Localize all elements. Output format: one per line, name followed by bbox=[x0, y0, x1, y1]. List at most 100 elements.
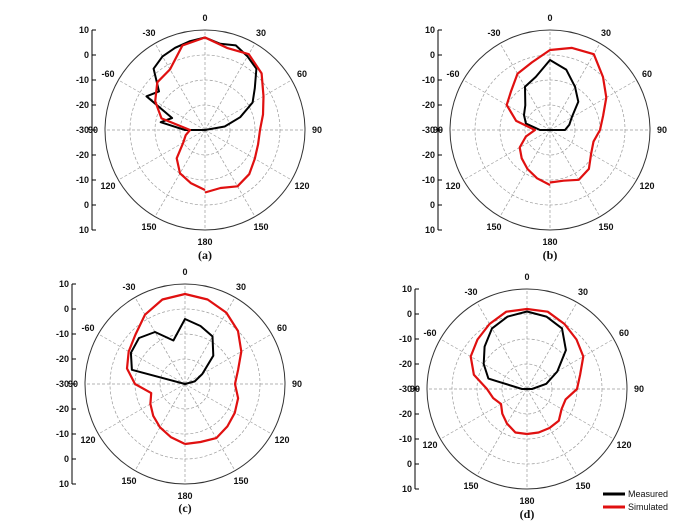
angle-tick-label: -60 bbox=[446, 69, 459, 79]
angle-tick-label: 150 bbox=[463, 481, 478, 491]
polar-panel-1: 030609012015018015012090-60-30100-10-20-… bbox=[76, 13, 322, 262]
series-line-simulated bbox=[125, 292, 243, 446]
angle-tick-label: 90 bbox=[657, 125, 667, 135]
angle-tick-label: -30 bbox=[487, 28, 500, 38]
panel-label: (d) bbox=[520, 507, 535, 521]
grid-spoke bbox=[476, 388, 528, 476]
angle-tick-label: 180 bbox=[519, 496, 534, 506]
grid-spoke bbox=[98, 333, 186, 385]
radial-tick-label: -10 bbox=[76, 75, 89, 85]
radial-tick-label: -10 bbox=[399, 334, 412, 344]
angle-tick-label: 60 bbox=[619, 328, 629, 338]
radial-tick-label: -30 bbox=[76, 125, 89, 135]
grid-spoke bbox=[184, 333, 272, 385]
radial-tick-label: -30 bbox=[56, 379, 69, 389]
angle-tick-label: -30 bbox=[464, 287, 477, 297]
radial-tick-label: 10 bbox=[402, 284, 412, 294]
radial-tick-label: 0 bbox=[64, 454, 69, 464]
radial-tick-label: -10 bbox=[56, 329, 69, 339]
angle-tick-label: 150 bbox=[486, 222, 501, 232]
grid-spoke bbox=[549, 79, 637, 131]
grid-spoke bbox=[499, 129, 551, 217]
grid-spoke bbox=[118, 129, 206, 181]
radial-tick-label: 10 bbox=[425, 25, 435, 35]
grid-spoke bbox=[204, 79, 292, 131]
panel-label: (c) bbox=[178, 501, 191, 515]
grid-spoke bbox=[463, 129, 551, 181]
angle-tick-label: 120 bbox=[274, 435, 289, 445]
angle-tick-label: 90 bbox=[292, 379, 302, 389]
grid-spoke bbox=[526, 388, 578, 476]
angle-tick-label: 120 bbox=[100, 181, 115, 191]
radial-tick-label: 10 bbox=[59, 479, 69, 489]
series-line-measured bbox=[523, 59, 580, 131]
radial-tick-label: -20 bbox=[399, 409, 412, 419]
angle-tick-label: -60 bbox=[81, 323, 94, 333]
angle-tick-label: 150 bbox=[141, 222, 156, 232]
angle-tick-label: 150 bbox=[598, 222, 613, 232]
grid-spoke bbox=[526, 338, 614, 390]
angle-tick-label: 0 bbox=[547, 13, 552, 23]
series-line-simulated bbox=[154, 36, 265, 194]
legend-simulated-label: Simulated bbox=[628, 502, 668, 512]
angle-tick-label: 90 bbox=[634, 384, 644, 394]
angle-tick-label: 180 bbox=[177, 491, 192, 501]
radial-tick-label: -10 bbox=[422, 175, 435, 185]
radial-tick-label: 0 bbox=[84, 200, 89, 210]
angle-tick-label: 150 bbox=[233, 476, 248, 486]
angle-tick-label: 60 bbox=[642, 69, 652, 79]
polar-panel-2: 030609012015018015012090-60-30100-10-20-… bbox=[422, 13, 667, 262]
grid-spoke bbox=[204, 129, 256, 217]
grid-circle bbox=[449, 29, 651, 231]
angle-tick-label: 180 bbox=[542, 237, 557, 247]
radial-tick-label: -20 bbox=[76, 150, 89, 160]
panel-label: (b) bbox=[543, 248, 558, 262]
angle-tick-label: 0 bbox=[182, 267, 187, 277]
radial-tick-label: -20 bbox=[422, 150, 435, 160]
angle-tick-label: 0 bbox=[524, 272, 529, 282]
grid-spoke bbox=[549, 129, 601, 217]
series-line-simulated bbox=[469, 307, 585, 436]
radial-tick-label: 0 bbox=[64, 304, 69, 314]
angle-tick-label: 150 bbox=[121, 476, 136, 486]
radial-tick-label: 10 bbox=[79, 225, 89, 235]
polar-panel-3: 030609012015018015012090-60-30100-10-20-… bbox=[56, 267, 302, 515]
series-line-measured bbox=[482, 310, 567, 390]
radial-tick-label: -20 bbox=[76, 100, 89, 110]
radial-tick-label: -10 bbox=[56, 429, 69, 439]
radial-tick-label: 0 bbox=[430, 200, 435, 210]
angle-tick-label: 120 bbox=[445, 181, 460, 191]
grid-spoke bbox=[184, 383, 272, 435]
grid-spoke bbox=[204, 43, 256, 131]
grid-circle bbox=[426, 288, 628, 490]
radial-tick-label: -20 bbox=[56, 354, 69, 364]
grid-spoke bbox=[476, 302, 528, 390]
radial-tick-label: -20 bbox=[399, 359, 412, 369]
legend: Measured Simulated bbox=[600, 488, 692, 526]
angle-tick-label: -30 bbox=[122, 282, 135, 292]
radial-tick-label: -10 bbox=[76, 175, 89, 185]
grid-spoke bbox=[134, 297, 186, 385]
series-line-measured bbox=[129, 318, 215, 385]
radial-tick-label: 10 bbox=[425, 225, 435, 235]
grid-circle bbox=[84, 283, 286, 485]
radial-tick-label: -30 bbox=[422, 125, 435, 135]
angle-tick-label: 30 bbox=[601, 28, 611, 38]
angle-tick-label: 180 bbox=[197, 237, 212, 247]
radial-tick-label: -30 bbox=[399, 384, 412, 394]
radial-tick-label: 10 bbox=[402, 484, 412, 494]
angle-tick-label: 150 bbox=[253, 222, 268, 232]
grid-spoke bbox=[526, 388, 614, 440]
radial-tick-label: -10 bbox=[399, 434, 412, 444]
angle-tick-label: 120 bbox=[422, 440, 437, 450]
grid-spoke bbox=[184, 297, 236, 385]
grid-spoke bbox=[98, 383, 186, 435]
angle-tick-label: 150 bbox=[575, 481, 590, 491]
angle-tick-label: -30 bbox=[142, 28, 155, 38]
radial-tick-label: 10 bbox=[79, 25, 89, 35]
radial-tick-label: -20 bbox=[56, 404, 69, 414]
radial-tick-label: 0 bbox=[84, 50, 89, 60]
radial-tick-label: 10 bbox=[59, 279, 69, 289]
angle-tick-label: 30 bbox=[236, 282, 246, 292]
